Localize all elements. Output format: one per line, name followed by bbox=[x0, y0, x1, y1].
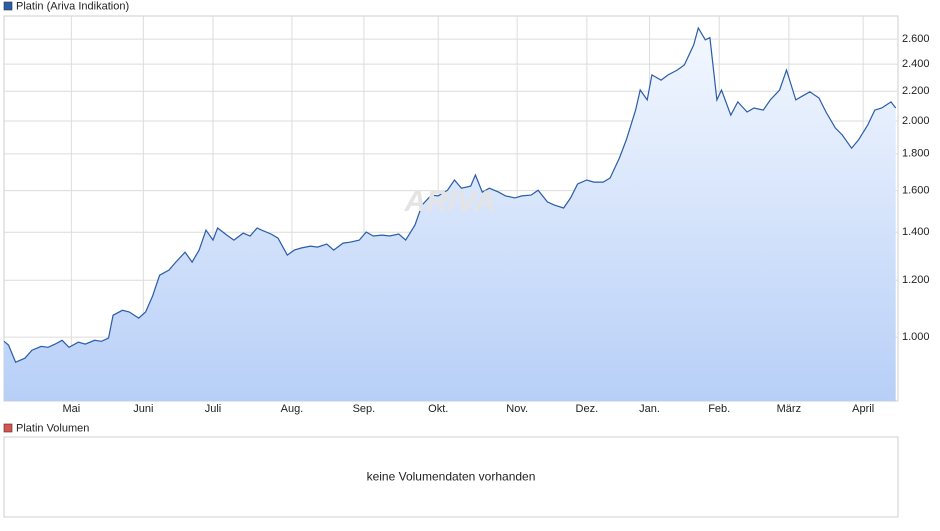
x-tick-label: Juni bbox=[133, 403, 153, 415]
y-tick-label: 2.400 bbox=[902, 58, 930, 70]
watermark: ARIVA bbox=[403, 185, 495, 218]
volume-panel bbox=[3, 436, 899, 518]
x-tick-label: Juli bbox=[205, 403, 222, 415]
x-tick-label: Dez. bbox=[576, 403, 599, 415]
legend-swatch bbox=[3, 1, 13, 11]
x-tick-label: März bbox=[777, 403, 801, 415]
x-tick-label: Aug. bbox=[281, 403, 304, 415]
x-tick-label: Jan. bbox=[639, 403, 660, 415]
x-tick-label: Feb. bbox=[708, 403, 730, 415]
y-tick-label: 1.200 bbox=[902, 274, 930, 286]
y-tick-label: 1.800 bbox=[902, 148, 930, 160]
x-tick-label: Nov. bbox=[506, 403, 528, 415]
x-tick-label: April bbox=[852, 403, 874, 415]
y-tick-label: 2.000 bbox=[902, 115, 930, 127]
x-tick-label: Sep. bbox=[353, 403, 376, 415]
volume-message: keine Volumendaten vorhanden bbox=[367, 470, 536, 484]
y-tick-label: 1.000 bbox=[902, 331, 930, 343]
y-tick-label: 2.200 bbox=[902, 85, 930, 97]
legend-label: Platin (Ariva Indikation) bbox=[16, 0, 129, 12]
y-tick-label: 1.400 bbox=[902, 226, 930, 238]
x-tick-label: Mai bbox=[62, 403, 80, 415]
legend-swatch bbox=[3, 423, 13, 433]
area bbox=[4, 28, 896, 401]
volume-title: Platin Volumen bbox=[16, 422, 89, 434]
y-tick-label: 1.600 bbox=[902, 184, 930, 196]
line bbox=[3, 26, 897, 363]
x-tick-label: Okt. bbox=[428, 403, 448, 415]
y-tick-label: 2.600 bbox=[902, 33, 930, 45]
